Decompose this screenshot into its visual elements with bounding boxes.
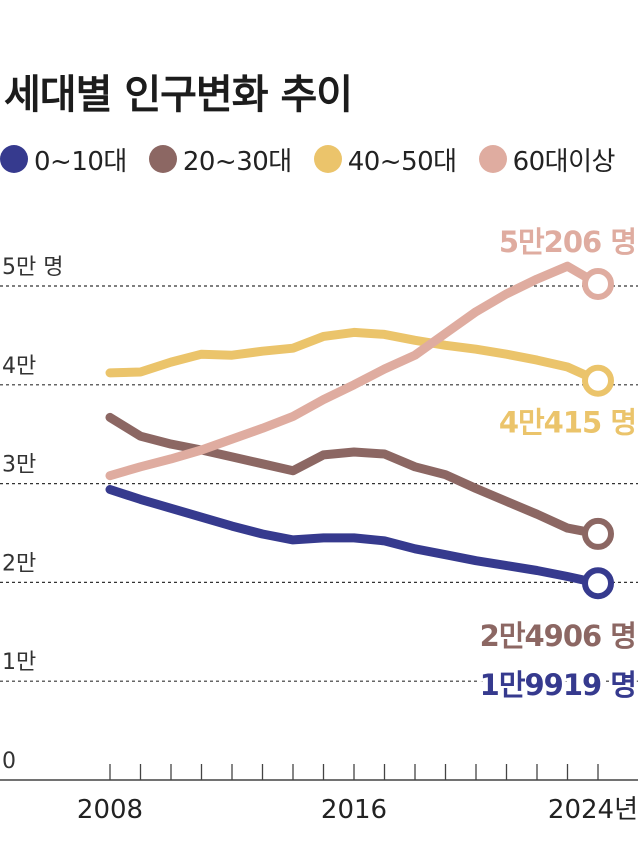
legend-item-0-10: 0~10대	[0, 141, 127, 178]
legend-swatch	[478, 145, 507, 173]
y-tick-label: 1만	[2, 650, 36, 675]
legend-item-60-plus: 60대이상	[478, 141, 616, 178]
legend-item-20-30: 20~30대	[148, 141, 292, 178]
series-line-3	[105, 261, 603, 481]
legend-label: 0~10대	[34, 146, 127, 177]
end-value-label-0: 1만9919 명	[480, 668, 636, 702]
series-line-2	[105, 327, 603, 386]
end-marker-1	[582, 517, 614, 550]
end-value-label-2: 4만415 명	[499, 406, 636, 440]
end-marker-0	[582, 567, 614, 600]
end-marker-2	[582, 364, 614, 397]
legend-swatch	[313, 145, 342, 173]
series-line-1	[105, 412, 603, 539]
end-value-label-1: 2만4906 명	[480, 619, 636, 653]
y-tick-label: 3만	[2, 453, 36, 478]
end-value-label-3: 5만206 명	[499, 225, 636, 259]
series-line-0	[105, 485, 603, 588]
legend-swatch	[148, 145, 177, 173]
end-marker-3	[582, 267, 614, 300]
legend-item-40-50: 40~50대	[313, 141, 457, 178]
x-tick-label: 2016	[321, 795, 387, 825]
legend-swatch	[0, 145, 28, 173]
y-tick-label: 0	[2, 749, 16, 774]
x-tick-label: 2008	[77, 795, 143, 825]
chart-title: 세대별 인구변화 추이	[4, 72, 353, 118]
legend-label: 40~50대	[347, 146, 457, 177]
legend-label: 60대이상	[512, 146, 616, 177]
legend-label: 20~30대	[182, 146, 292, 177]
legend: 0~10대 20~30대 40~50대 60대이상	[0, 141, 637, 178]
y-tick-label: 2만	[2, 551, 36, 576]
y-tick-label: 5만 명	[2, 255, 63, 280]
x-tick-label: 2024년	[548, 795, 638, 825]
y-tick-label: 4만	[2, 354, 36, 379]
